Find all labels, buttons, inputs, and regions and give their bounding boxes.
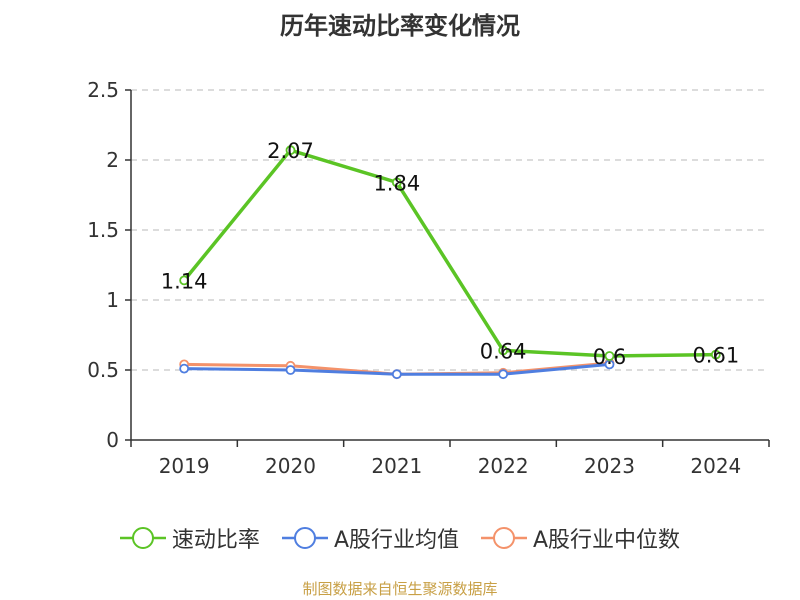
data-point [391, 369, 402, 380]
legend-item: A股行业中位数 [481, 522, 680, 554]
data-label: 2.07 [267, 139, 314, 163]
data-point [498, 345, 509, 356]
source-note: 制图数据来自恒生聚源数据库 [302, 580, 498, 598]
data-point [179, 275, 190, 286]
x-tick-label: 2023 [584, 454, 635, 478]
data-point [285, 145, 296, 156]
data-label: 1.14 [161, 269, 208, 293]
y-tick-label: 1.5 [87, 218, 119, 242]
data-point [604, 351, 615, 361]
axes: 0 0.5 1 1.5 2 2.5 2019 2020 2021 2022 2023 2024 [87, 78, 770, 478]
x-tick-label: 2020 [265, 454, 316, 478]
data-label: 0.6 [593, 345, 626, 369]
y-tick-label: 2 [106, 148, 119, 172]
legend-marker-icon [281, 527, 328, 549]
x-tick-label: 2024 [690, 454, 741, 478]
x-tick-label: 2019 [159, 454, 210, 478]
y-tick-label: 0 [106, 428, 119, 452]
x-tick-label: 2021 [371, 454, 422, 478]
legend-item: A股行业均值 [281, 522, 459, 554]
legend-item: 速动比率 [119, 522, 260, 554]
data-point [285, 365, 296, 375]
chart-title: 历年速动比率变化情况 [280, 12, 520, 40]
y-tick-label: 2.5 [87, 78, 119, 102]
legend: 速动比率 A股行业均值 A股行业中位数 [0, 520, 800, 556]
data-point [391, 177, 402, 188]
series-line [182, 148, 716, 358]
legend-marker-icon [481, 527, 527, 549]
series-lines [179, 145, 721, 380]
data-point [710, 349, 721, 360]
data-point [179, 363, 190, 374]
data-label: 0.61 [692, 344, 739, 368]
x-tick-label: 2022 [478, 454, 529, 478]
data-label: 1.84 [373, 171, 420, 195]
grid-lines [131, 89, 769, 371]
y-tick-label: 1 [106, 288, 119, 312]
legend-label: 速动比率 [171, 528, 260, 553]
data-point [498, 369, 509, 380]
legend-marker-icon [119, 527, 166, 549]
legend-label: A股行业中位数 [533, 528, 681, 553]
data-label: 0.64 [480, 339, 527, 363]
legend-label: A股行业均值 [333, 528, 459, 553]
y-tick-label: 0.5 [87, 358, 119, 382]
data-labels: 1.14 2.07 1.84 0.64 0.6 0.61 [161, 139, 739, 369]
